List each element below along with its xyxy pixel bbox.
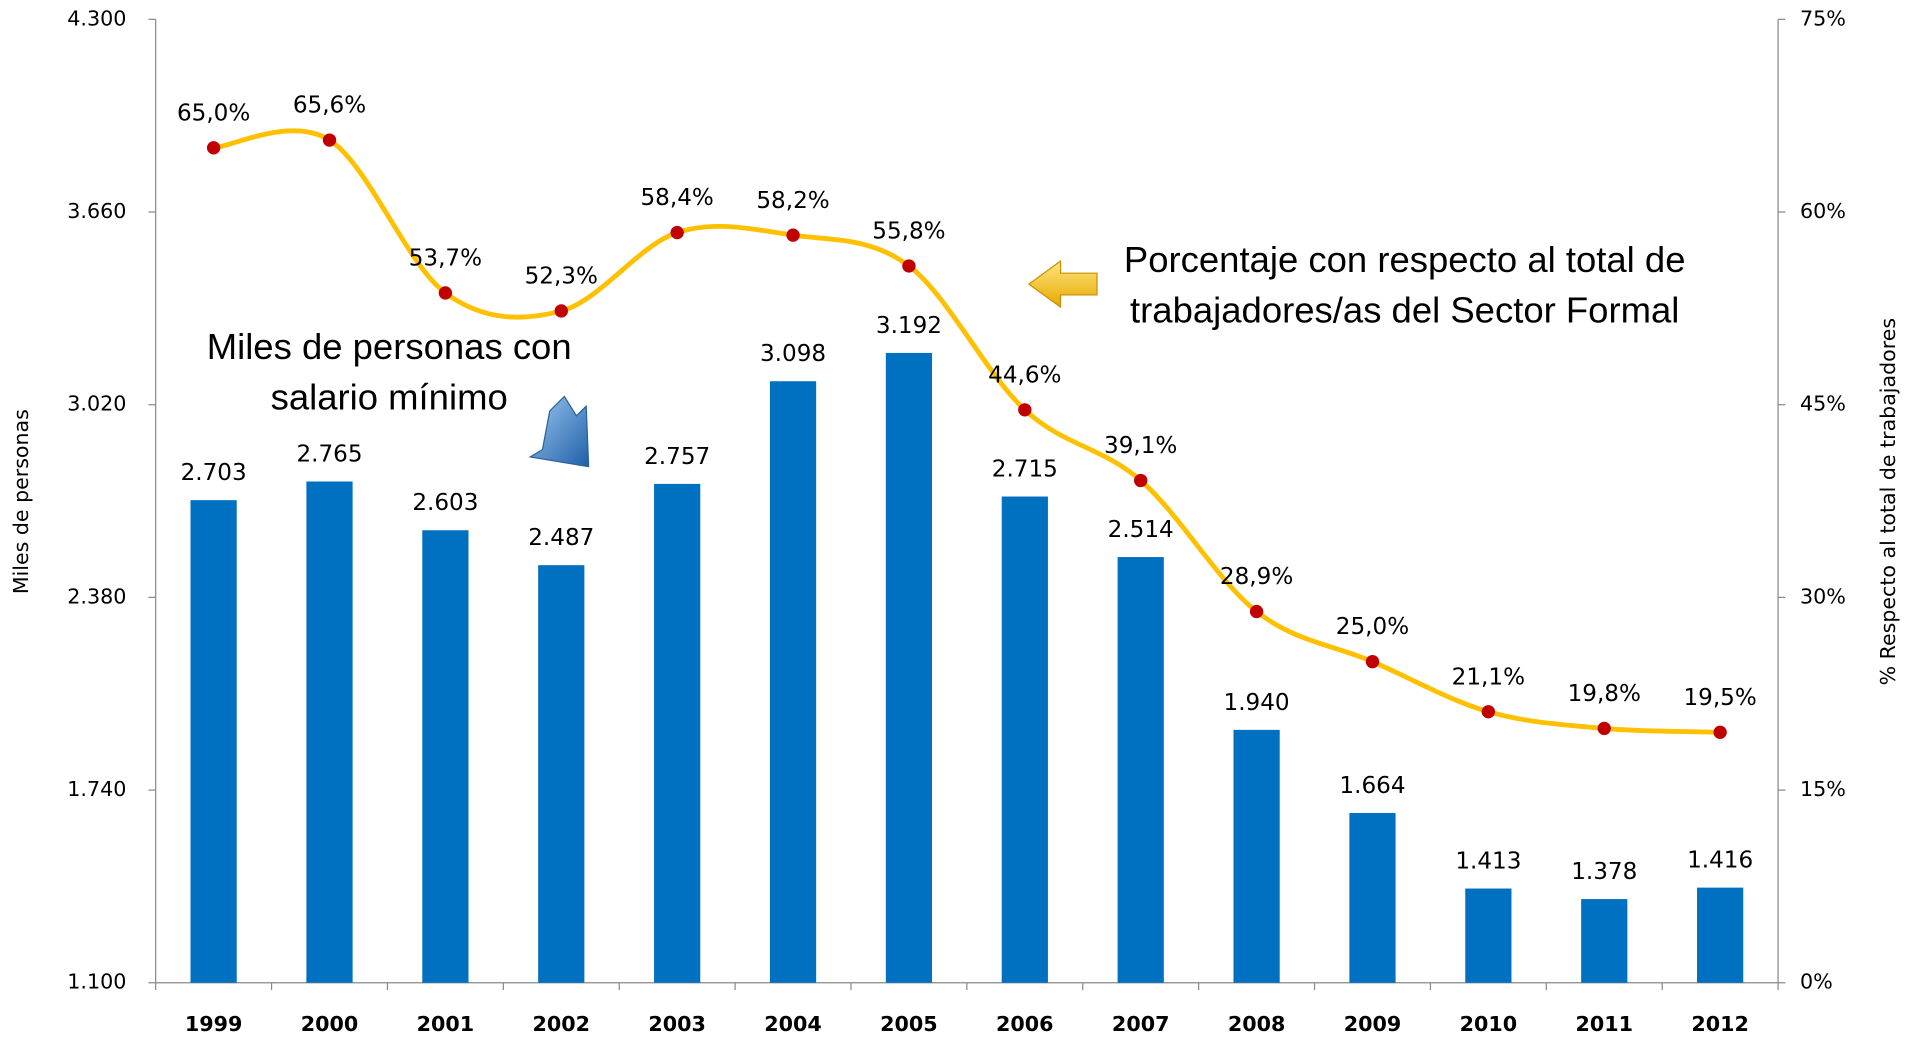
y2-tick-label: 45%: [1800, 392, 1846, 416]
line-marker: [1365, 654, 1380, 669]
line-value-label: 19,8%: [1568, 681, 1641, 707]
bar-value-label: 3.192: [876, 313, 942, 339]
bar: [422, 530, 469, 983]
y2-tick-label: 75%: [1800, 6, 1846, 30]
line-marker: [206, 141, 221, 155]
x-tick-label: 2003: [648, 1012, 706, 1036]
y2-tick-label: 60%: [1800, 199, 1846, 223]
bar: [1465, 888, 1512, 983]
line-marker: [1481, 705, 1496, 719]
bar: [306, 481, 353, 983]
bar: [885, 352, 933, 983]
bar-value-label: 1.416: [1687, 848, 1753, 874]
line-marker: [554, 304, 568, 318]
line-value-label: 19,5%: [1683, 685, 1756, 711]
bar: [1001, 496, 1048, 983]
line-marker: [1018, 403, 1032, 417]
annotation: trabajadores/as del Sector Formal: [1130, 290, 1679, 331]
line-value-label: 25,0%: [1336, 614, 1409, 640]
annotation: salario mínimo: [271, 377, 508, 418]
y2-tick-label: 0%: [1800, 970, 1833, 994]
line-marker: [1134, 473, 1148, 488]
line-marker: [322, 133, 337, 147]
line-marker: [902, 259, 916, 273]
bar: [769, 381, 817, 983]
y2-tick-label: 30%: [1800, 584, 1846, 608]
bar-value-label: 1.664: [1339, 773, 1405, 799]
x-tick-label: 2002: [533, 1012, 591, 1036]
line-value-label: 21,1%: [1452, 664, 1525, 690]
line-marker: [786, 228, 800, 242]
y2-axis-label: % Respecto al total de trabajadores: [1876, 318, 1900, 685]
x-tick-label: 2001: [417, 1012, 475, 1036]
y-axis-label: Miles de personas: [9, 409, 33, 594]
bar: [538, 565, 585, 983]
x-tick-label: 2006: [996, 1012, 1054, 1036]
bar-value-label: 2.765: [296, 441, 362, 467]
line-value-label: 58,2%: [756, 188, 829, 214]
bar-value-label: 3.098: [760, 341, 826, 367]
bar-value-label: 2.703: [181, 460, 247, 486]
line-value-label: 58,4%: [640, 185, 713, 211]
line-value-label: 52,3%: [525, 264, 598, 290]
annotation: Miles de personas con: [207, 326, 572, 367]
bar: [190, 500, 237, 983]
line-value-label: 39,1%: [1104, 433, 1177, 459]
bar: [654, 483, 701, 983]
yellow-arrow: [1027, 259, 1098, 309]
line-marker: [1597, 721, 1611, 736]
y-tick-label: 1.740: [67, 777, 126, 801]
x-tick-label: 1999: [185, 1012, 243, 1036]
x-tick-label: 2011: [1575, 1012, 1633, 1036]
line-marker: [1713, 725, 1727, 739]
bar: [1117, 557, 1164, 983]
x-tick-label: 2005: [880, 1012, 938, 1036]
line-value-label: 44,6%: [988, 363, 1061, 389]
y-tick-label: 1.100: [67, 970, 126, 994]
bar-value-label: 2.514: [1108, 517, 1174, 543]
bar: [1349, 812, 1396, 983]
bar-value-label: 1.378: [1571, 859, 1637, 885]
bar: [1233, 729, 1280, 983]
line-value-label: 55,8%: [872, 219, 945, 245]
annotation: Porcentaje con respecto al total de: [1124, 239, 1686, 280]
x-tick-label: 2007: [1112, 1012, 1170, 1036]
bar-value-label: 2.487: [528, 525, 594, 551]
x-tick-label: 2009: [1344, 1012, 1402, 1036]
bar: [1697, 887, 1744, 983]
line-value-label: 65,6%: [293, 93, 366, 119]
x-tick-label: 2000: [301, 1012, 359, 1036]
x-tick-label: 2010: [1460, 1012, 1518, 1036]
y-tick-label: 2.380: [67, 584, 126, 608]
y2-tick-label: 15%: [1800, 777, 1846, 801]
line-value-label: 28,9%: [1220, 564, 1293, 590]
bar-value-label: 1.940: [1224, 690, 1290, 716]
line-marker: [1249, 604, 1264, 619]
line-value-label: 65,0%: [177, 100, 250, 126]
bar-value-label: 2.603: [412, 490, 478, 516]
y-tick-label: 3.020: [67, 392, 126, 416]
bar-value-label: 2.757: [644, 444, 710, 470]
bar: [1581, 899, 1628, 983]
line-marker: [670, 225, 684, 240]
line-marker: [438, 286, 453, 300]
x-tick-label: 2008: [1228, 1012, 1286, 1036]
y-tick-label: 3.660: [67, 199, 126, 223]
x-tick-label: 2004: [764, 1012, 822, 1036]
x-tick-label: 2012: [1691, 1012, 1749, 1036]
line-value-label: 53,7%: [409, 246, 482, 272]
bar-value-label: 1.413: [1455, 848, 1521, 874]
blue-arrow: [528, 395, 590, 468]
bar-value-label: 2.715: [992, 456, 1058, 482]
y-tick-label: 4.300: [67, 6, 126, 30]
